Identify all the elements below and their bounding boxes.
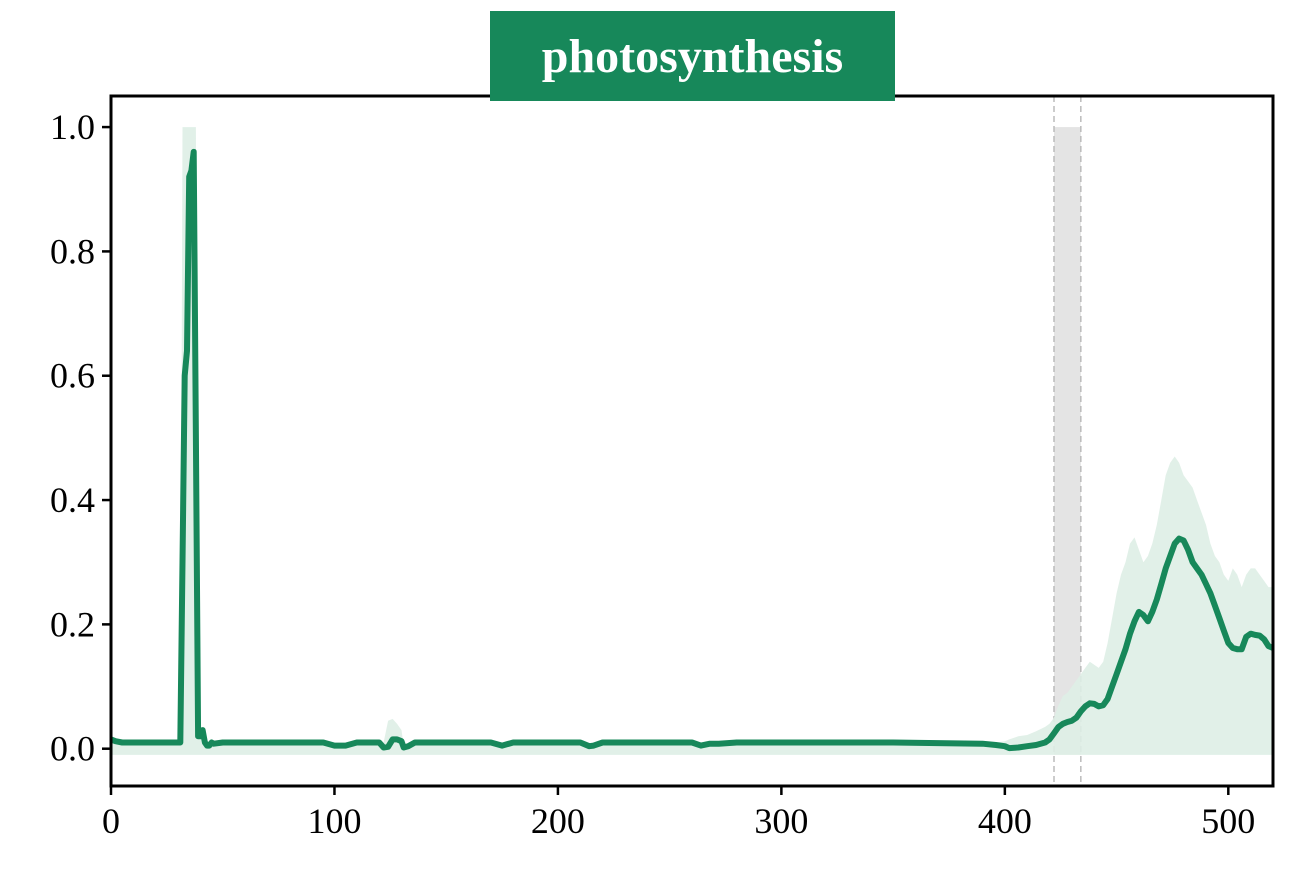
y-tick-label: 0.8 xyxy=(50,231,95,271)
x-tick-label: 100 xyxy=(307,801,361,841)
x-tick-label: 0 xyxy=(102,801,120,841)
y-tick-label: 0.2 xyxy=(50,604,95,644)
y-tick-label: 1.0 xyxy=(50,107,95,147)
x-tick-label: 400 xyxy=(978,801,1032,841)
plot-area xyxy=(111,96,1273,786)
y-tick-label: 0.0 xyxy=(50,729,95,769)
x-tick-label: 300 xyxy=(754,801,808,841)
chart-title: photosynthesis xyxy=(490,11,895,101)
highlight-region xyxy=(1054,127,1081,755)
series-line xyxy=(111,148,1273,752)
x-tick-label: 200 xyxy=(531,801,585,841)
y-tick-label: 0.4 xyxy=(50,480,95,520)
series-band xyxy=(111,127,1273,755)
x-tick-label: 500 xyxy=(1201,801,1255,841)
y-tick-label: 0.6 xyxy=(50,356,95,396)
